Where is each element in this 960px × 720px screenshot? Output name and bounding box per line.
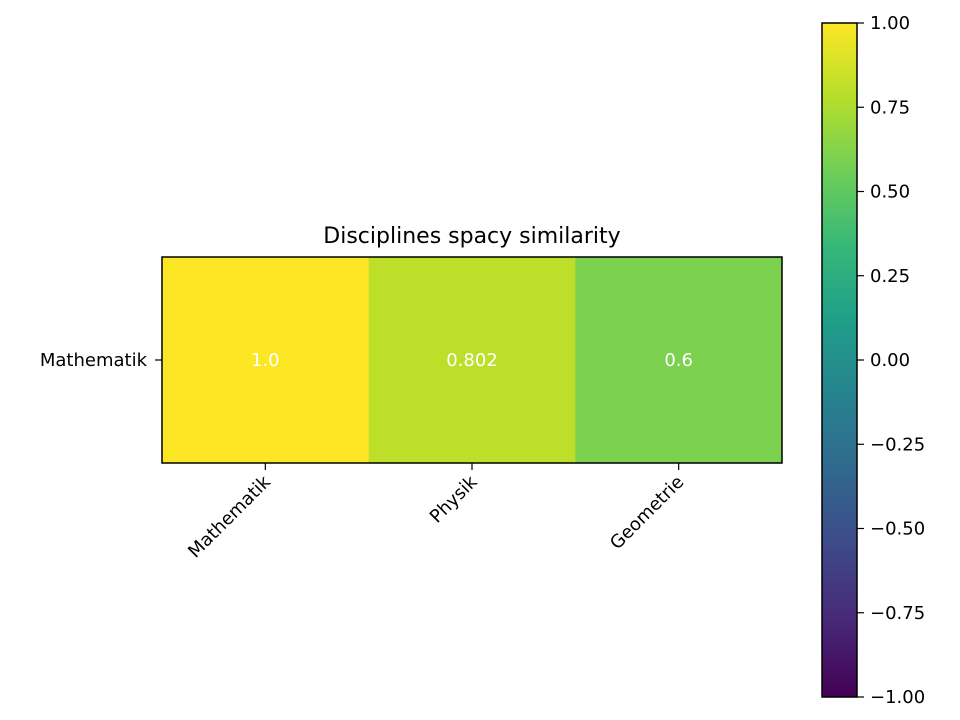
- cell-value-label: 0.802: [446, 350, 498, 371]
- colorbar-ticks: 1.00 0.75 0.50 0.25 0.00 −0.25 −0.50 −0.75 −1.00: [857, 13, 925, 708]
- x-axis: Mathematik Physik Geometrie: [184, 463, 688, 562]
- colorbar-tick-label: −0.50: [870, 519, 925, 540]
- heatmap-cell: [162, 257, 370, 464]
- heatmap-cells: [162, 257, 783, 464]
- heatmap-cell: [575, 257, 783, 464]
- x-tick-label: Mathematik: [184, 471, 275, 562]
- colorbar-tick-label: −0.25: [870, 434, 925, 455]
- colorbar-tick-label: 0.50: [870, 182, 910, 203]
- colorbar-tick-label: 0.25: [870, 266, 910, 287]
- colorbar-tick-label: 0.75: [870, 97, 910, 118]
- colorbar-gradient: [821, 22, 858, 698]
- x-tick-label: Physik: [426, 471, 482, 527]
- cell-labels: 1.0 0.802 0.6: [251, 350, 693, 371]
- colorbar: 1.00 0.75 0.50 0.25 0.00 −0.25 −0.50 −0.75 −1.00: [821, 13, 925, 708]
- y-tick-label: Mathematik: [40, 350, 148, 371]
- heatmap-cell: [368, 257, 576, 464]
- colorbar-tick-label: −1.00: [870, 687, 925, 708]
- colorbar-tick-label: 0.00: [870, 350, 910, 371]
- chart-title: Disciplines spacy similarity: [323, 224, 620, 249]
- colorbar-tick-label: −0.75: [870, 603, 925, 624]
- colorbar-tick-label: 1.00: [870, 13, 910, 34]
- y-axis: Mathematik: [40, 350, 162, 371]
- cell-value-label: 1.0: [251, 350, 280, 371]
- cell-value-label: 0.6: [664, 350, 693, 371]
- x-tick-label: Geometrie: [606, 472, 688, 554]
